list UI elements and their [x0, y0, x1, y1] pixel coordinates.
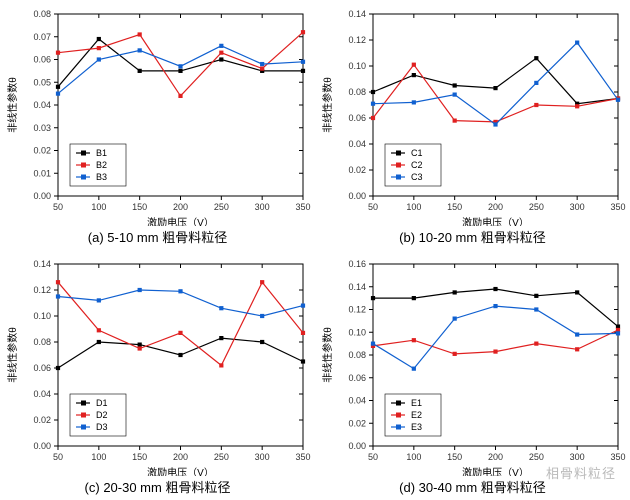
svg-text:非线性参数θ: 非线性参数θ — [6, 77, 19, 133]
svg-text:250: 250 — [214, 202, 229, 212]
svg-text:0.04: 0.04 — [33, 389, 51, 399]
svg-text:100: 100 — [406, 202, 421, 212]
svg-text:激励电压（V）: 激励电压（V） — [462, 466, 529, 476]
svg-text:0.08: 0.08 — [348, 87, 366, 97]
svg-text:300: 300 — [570, 202, 585, 212]
svg-text:0.00: 0.00 — [33, 441, 51, 451]
svg-text:50: 50 — [368, 452, 378, 462]
chart-d: 50 100 150 200 250 300 350 0.00 0.02 0.04 0.06 0.08… — [315, 250, 630, 476]
svg-text:0.10: 0.10 — [33, 311, 51, 321]
svg-text:0.06: 0.06 — [348, 373, 366, 383]
svg-text:300: 300 — [255, 452, 270, 462]
svg-text:D3: D3 — [96, 422, 108, 432]
svg-text:D2: D2 — [96, 410, 108, 420]
svg-text:300: 300 — [570, 452, 585, 462]
chart-a: 50 100 150 200 250 300 350 0.00 0.01 0.02 0.03 0.04… — [0, 0, 315, 226]
svg-text:C1: C1 — [411, 148, 423, 158]
svg-text:350: 350 — [295, 452, 310, 462]
chart-grid: 50 100 150 200 250 300 350 0.00 0.01 0.02 0.03 0.04… — [0, 0, 630, 500]
panel-c: 50 100 150 200 250 300 350 0.00 0.02 0.04 0.06 0.08… — [0, 250, 315, 500]
svg-text:0.04: 0.04 — [348, 139, 366, 149]
svg-text:200: 200 — [488, 202, 503, 212]
chart-b: 50 100 150 200 250 300 350 0.00 0.02 0.04 0.06 0.08… — [315, 0, 630, 226]
svg-text:0.02: 0.02 — [348, 418, 366, 428]
svg-text:200: 200 — [488, 452, 503, 462]
svg-text:E3: E3 — [411, 422, 422, 432]
svg-text:0.10: 0.10 — [348, 61, 366, 71]
svg-text:0.12: 0.12 — [33, 285, 51, 295]
svg-text:100: 100 — [91, 202, 106, 212]
svg-text:0.16: 0.16 — [348, 259, 366, 269]
panel-a: 50 100 150 200 250 300 350 0.00 0.01 0.02 0.03 0.04… — [0, 0, 315, 250]
svg-text:0.03: 0.03 — [33, 123, 51, 133]
svg-text:350: 350 — [610, 202, 625, 212]
svg-text:0.06: 0.06 — [33, 55, 51, 65]
svg-text:350: 350 — [610, 452, 625, 462]
chart-c: 50 100 150 200 250 300 350 0.00 0.02 0.04 0.06 0.08… — [0, 250, 315, 476]
svg-text:150: 150 — [132, 202, 147, 212]
svg-text:0.04: 0.04 — [348, 396, 366, 406]
svg-text:0.04: 0.04 — [33, 100, 51, 110]
caption-b: (b) 10-20 mm 粗骨料粒径 — [315, 227, 630, 246]
svg-text:非线性参数θ: 非线性参数θ — [6, 327, 19, 383]
svg-text:0.05: 0.05 — [33, 77, 51, 87]
svg-text:D1: D1 — [96, 398, 108, 408]
svg-text:150: 150 — [447, 452, 462, 462]
svg-text:0.14: 0.14 — [348, 282, 366, 292]
svg-text:250: 250 — [529, 202, 544, 212]
svg-text:200: 200 — [173, 202, 188, 212]
caption-a: (a) 5-10 mm 粗骨料粒径 — [0, 227, 315, 246]
svg-text:0.01: 0.01 — [33, 168, 51, 178]
svg-text:0.07: 0.07 — [33, 32, 51, 42]
svg-text:300: 300 — [255, 202, 270, 212]
panel-d: 50 100 150 200 250 300 350 0.00 0.02 0.04 0.06 0.08… — [315, 250, 630, 500]
svg-text:50: 50 — [368, 202, 378, 212]
caption-c: (c) 20-30 mm 粗骨料粒径 — [0, 477, 315, 496]
svg-text:250: 250 — [214, 452, 229, 462]
svg-text:0.10: 0.10 — [348, 327, 366, 337]
svg-text:非线性参数θ: 非线性参数θ — [321, 77, 334, 133]
svg-text:0.00: 0.00 — [348, 191, 366, 201]
svg-text:150: 150 — [132, 452, 147, 462]
svg-text:0.14: 0.14 — [348, 9, 366, 19]
svg-text:0.06: 0.06 — [33, 363, 51, 373]
panel-b: 50 100 150 200 250 300 350 0.00 0.02 0.04 0.06 0.08… — [315, 0, 630, 250]
svg-text:0.12: 0.12 — [348, 305, 366, 315]
svg-text:350: 350 — [295, 202, 310, 212]
svg-text:0.02: 0.02 — [33, 415, 51, 425]
svg-text:100: 100 — [91, 452, 106, 462]
svg-text:B2: B2 — [96, 160, 107, 170]
svg-text:C2: C2 — [411, 160, 423, 170]
svg-text:250: 250 — [529, 452, 544, 462]
svg-text:0.08: 0.08 — [348, 350, 366, 360]
svg-text:0.12: 0.12 — [348, 35, 366, 45]
svg-text:0.06: 0.06 — [348, 113, 366, 123]
svg-text:150: 150 — [447, 202, 462, 212]
svg-text:200: 200 — [173, 452, 188, 462]
svg-text:50: 50 — [53, 202, 63, 212]
svg-text:100: 100 — [406, 452, 421, 462]
svg-text:E1: E1 — [411, 398, 422, 408]
svg-text:0.02: 0.02 — [33, 146, 51, 156]
svg-text:0.00: 0.00 — [348, 441, 366, 451]
svg-text:C3: C3 — [411, 172, 423, 182]
svg-text:非线性参数θ: 非线性参数θ — [321, 327, 334, 383]
svg-text:50: 50 — [53, 452, 63, 462]
svg-text:B1: B1 — [96, 148, 107, 158]
svg-text:激励电压（V）: 激励电压（V） — [462, 216, 529, 226]
svg-text:0.14: 0.14 — [33, 259, 51, 269]
svg-text:激励电压（V）: 激励电压（V） — [147, 216, 214, 226]
svg-text:0.00: 0.00 — [33, 191, 51, 201]
svg-text:B3: B3 — [96, 172, 107, 182]
svg-text:0.08: 0.08 — [33, 337, 51, 347]
caption-d: (d) 30-40 mm 粗骨料粒径 — [315, 477, 630, 496]
svg-text:E2: E2 — [411, 410, 422, 420]
svg-text:激励电压（V）: 激励电压（V） — [147, 466, 214, 476]
svg-text:0.08: 0.08 — [33, 9, 51, 19]
svg-text:0.02: 0.02 — [348, 165, 366, 175]
